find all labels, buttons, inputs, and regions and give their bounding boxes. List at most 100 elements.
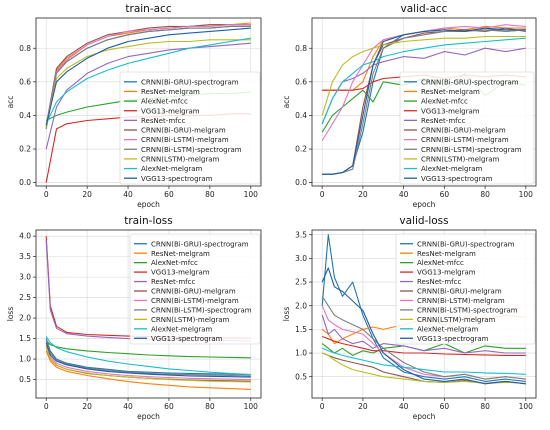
x-tick-label: 80 xyxy=(480,402,490,411)
legend-entry: CRNN(Bi-GRU)-spectrogram xyxy=(151,240,249,248)
legend-entry: CRNN(LSTM)-melgram xyxy=(151,316,230,324)
y-axis-label: loss xyxy=(6,307,15,322)
series-line xyxy=(45,340,251,377)
legend-entry: AlexNet-mfcc xyxy=(421,98,468,106)
legend-entry: ResNet-mfcc xyxy=(151,278,195,286)
legend-entry: AlexNet-melgram xyxy=(417,325,479,333)
legend-entry: CRNN(Bi-GRU)-melgram xyxy=(151,288,236,296)
legend-entry: VGG13-melgram xyxy=(421,107,480,115)
series-line xyxy=(321,347,526,375)
legend-entry: AlexNet-mfcc xyxy=(141,98,188,106)
x-tick-label: 0 xyxy=(44,190,49,199)
y-tick-label: 0.0 xyxy=(19,178,31,187)
legend-entry: ResNet-mfcc xyxy=(141,117,185,125)
legend-entry: CRNN(Bi-LSTM)-spectrogram xyxy=(417,307,518,315)
series-line xyxy=(322,27,526,175)
series-line xyxy=(45,340,251,359)
series-line xyxy=(321,37,526,125)
y-tick-label: 0.6 xyxy=(295,77,307,86)
x-tick-label: 20 xyxy=(358,402,368,411)
y-axis-label: acc xyxy=(282,96,291,109)
chart-title: valid-acc xyxy=(401,3,448,15)
legend: CRNN(Bi-GRU)-spectrogram ResNet-melgram Al… xyxy=(119,71,261,185)
plot-frame xyxy=(311,17,537,187)
x-axis-label: epoch xyxy=(137,412,160,421)
legend-entry: VGG13-spectrogram xyxy=(417,335,489,343)
y-tick-label: 0.6 xyxy=(19,77,31,86)
y-axis-label: loss xyxy=(282,307,291,322)
x-tick-label: 60 xyxy=(440,402,450,411)
x-tick-label: 100 xyxy=(519,402,534,411)
legend: CRNN(Bi-GRU)-spectrogram ResNet-melgram Al… xyxy=(395,233,536,345)
legend-entry: VGG13-melgram xyxy=(151,269,210,277)
y-tick-label: 3.0 xyxy=(295,254,307,263)
x-tick-label: 40 xyxy=(123,402,133,411)
x-tick-label: 60 xyxy=(440,190,450,199)
x-tick-label: 100 xyxy=(244,402,259,411)
legend-entry: CRNN(Bi-GRU)-melgram xyxy=(417,288,502,296)
y-axis-label: acc xyxy=(6,96,15,109)
x-axis-label: epoch xyxy=(413,200,436,209)
legend-entry: CRNN(Bi-LSTM)-melgram xyxy=(151,297,239,305)
legend-entry: CRNN(Bi-LSTM)-melgram xyxy=(141,136,229,144)
series-line xyxy=(45,350,251,390)
legend-entry: ResNet-melgram xyxy=(151,250,210,258)
series-line xyxy=(321,24,526,141)
legend-entry: CRNN(Bi-GRU)-spectrogram xyxy=(141,78,239,86)
x-axis-label: epoch xyxy=(413,412,436,421)
plot-frame xyxy=(35,17,262,187)
y-tick-label: 1.0 xyxy=(295,349,307,358)
chart-title: train-acc xyxy=(125,3,171,15)
series-line xyxy=(321,234,526,382)
chart-title: valid-loss xyxy=(399,215,448,227)
legend-entry: ResNet-mfcc xyxy=(417,278,461,286)
y-tick-label: 2.0 xyxy=(19,314,31,323)
legend-entry: CRNN(Bi-LSTM)-melgram xyxy=(417,297,505,305)
x-tick-label: 60 xyxy=(164,402,174,411)
x-tick-label: 80 xyxy=(205,190,215,199)
y-tick-label: 0.4 xyxy=(19,111,31,120)
legend-entry: ResNet-melgram xyxy=(417,250,476,258)
series-line xyxy=(321,267,526,385)
y-tick-label: 2.5 xyxy=(19,293,31,302)
series-line xyxy=(321,315,526,354)
legend-entry: ResNet-melgram xyxy=(141,88,200,96)
y-tick-label: 3.0 xyxy=(19,273,31,282)
x-tick-label: 40 xyxy=(399,402,409,411)
legend-entry: AlexNet-melgram xyxy=(151,325,213,333)
legend-entry: AlexNet-mfcc xyxy=(151,259,198,267)
x-tick-label: 60 xyxy=(164,190,174,199)
legend-entry: CRNN(Bi-LSTM)-spectrogram xyxy=(151,307,252,315)
x-tick-label: 80 xyxy=(480,190,490,199)
legend-entry: VGG13-spectrogram xyxy=(421,175,493,183)
legend-entry: CRNN(Bi-GRU)-spectrogram xyxy=(417,240,515,248)
legend-entry: CRNN(LSTM)-melgram xyxy=(141,156,220,164)
y-tick-label: 3.5 xyxy=(19,252,31,261)
series-line xyxy=(321,47,526,125)
series-line xyxy=(45,25,251,130)
legend-entry: CRNN(Bi-LSTM)-spectrogram xyxy=(141,146,242,154)
y-tick-label: 3.5 xyxy=(295,230,307,239)
series-line xyxy=(321,296,526,380)
series-line xyxy=(45,24,251,126)
legend-entry: AlexNet-melgram xyxy=(141,165,203,173)
x-tick-label: 0 xyxy=(320,190,325,199)
legend-entry: CRNN(Bi-GRU)-melgram xyxy=(141,127,226,135)
legend-entry: VGG13-melgram xyxy=(417,269,476,277)
x-tick-label: 20 xyxy=(358,190,368,199)
series-line xyxy=(45,344,251,381)
legend-entry: ResNet-mfcc xyxy=(421,117,465,125)
x-tick-label: 100 xyxy=(244,190,259,199)
valid-acc-chart: valid-acc 0 20 40 60 80 100 0.0 0.2 0.4 0.6 0.8 epoc… xyxy=(282,3,537,209)
y-tick-label: 0.2 xyxy=(295,145,307,154)
y-tick-label: 2.5 xyxy=(295,278,307,287)
train-acc-chart: train-acc 0 20 40 60 80 100 0.0 0.2 0.4 0.6 0.8 epoc… xyxy=(6,3,262,209)
train-loss-chart: train-loss 0 20 40 60 80 100 0.5 1.0 1.5 2.0 2.5 3.0… xyxy=(6,215,262,421)
y-tick-label: 1.5 xyxy=(19,334,31,343)
plot-frame xyxy=(311,229,537,399)
series-line xyxy=(45,342,251,378)
legend-entry: AlexNet-melgram xyxy=(421,165,483,173)
series-line xyxy=(45,336,251,376)
legend-entry: CRNN(Bi-GRU)-spectrogram xyxy=(421,78,519,86)
